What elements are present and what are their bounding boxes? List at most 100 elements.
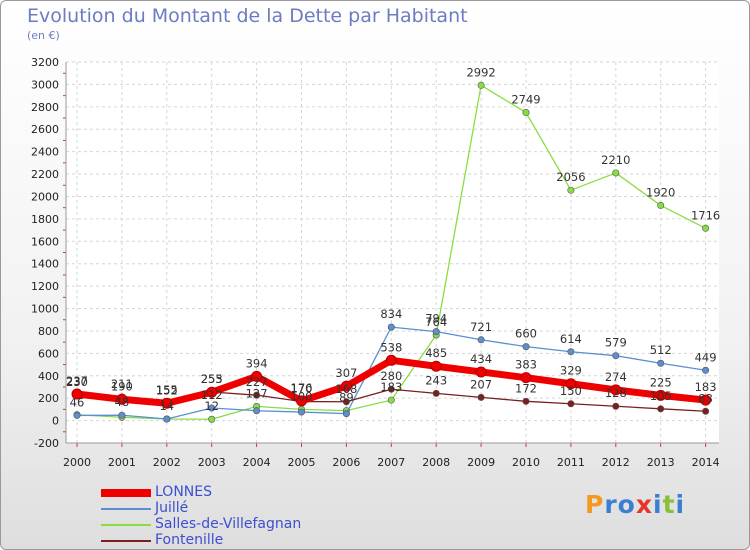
x-tick-label: 2005 xyxy=(288,456,316,469)
y-tick-label: 1200 xyxy=(31,280,59,293)
data-point xyxy=(253,391,261,399)
data-label: 100 xyxy=(291,389,313,403)
legend-label: Fontenille xyxy=(155,532,224,548)
logo-letter: o xyxy=(617,490,636,519)
x-tick-label: 2002 xyxy=(153,456,181,469)
plot-area xyxy=(66,62,719,443)
data-point xyxy=(655,389,667,401)
data-label: 2749 xyxy=(511,93,540,107)
logo-letter: i xyxy=(675,490,686,519)
x-tick-label: 2011 xyxy=(557,456,585,469)
y-tick-label: 600 xyxy=(38,347,59,360)
logo-letter: P xyxy=(585,490,605,519)
data-label: 155 xyxy=(156,383,178,397)
y-tick-label: -200 xyxy=(34,437,59,450)
data-point xyxy=(522,343,530,351)
data-point xyxy=(700,394,712,406)
legend-label: LONNES xyxy=(155,484,212,500)
data-label: 660 xyxy=(515,327,537,341)
data-label: 176 xyxy=(291,381,313,395)
proxiti-logo: Proxiti xyxy=(585,490,685,519)
data-label: 170 xyxy=(291,382,313,396)
data-point xyxy=(251,370,263,382)
data-label: 105 xyxy=(650,389,672,403)
data-point xyxy=(567,186,575,194)
data-point xyxy=(342,398,350,406)
data-point xyxy=(385,354,397,366)
data-label: 225 xyxy=(650,375,672,389)
y-tick-label: 0 xyxy=(52,415,59,428)
data-label: 449 xyxy=(695,350,717,364)
x-tick-label: 2001 xyxy=(108,456,136,469)
data-point xyxy=(522,109,530,117)
data-point xyxy=(522,397,530,405)
data-label: 721 xyxy=(470,320,492,334)
data-label: 152 xyxy=(156,384,178,398)
x-tick-label: 2006 xyxy=(332,456,360,469)
data-point xyxy=(475,366,487,378)
data-point xyxy=(477,81,485,89)
data-point xyxy=(657,359,665,367)
data-point xyxy=(208,404,216,412)
legend-swatch xyxy=(101,489,151,497)
data-point xyxy=(163,415,171,423)
y-tick-label: 1800 xyxy=(31,213,59,226)
y-tick-label: 3000 xyxy=(31,78,59,91)
data-point xyxy=(116,393,128,405)
data-label: 764 xyxy=(425,315,447,329)
data-label: 329 xyxy=(560,364,582,378)
data-point xyxy=(430,360,442,372)
data-point xyxy=(342,410,350,418)
y-tick-label: 1600 xyxy=(31,235,59,248)
data-label: 183 xyxy=(380,380,402,394)
y-tick-label: 2600 xyxy=(31,123,59,136)
data-label: 2210 xyxy=(601,153,630,167)
y-tick-label: 2000 xyxy=(31,190,59,203)
y-tick-label: 200 xyxy=(38,392,59,405)
data-point xyxy=(612,352,620,360)
data-label: 1920 xyxy=(646,185,675,199)
legend-label: Salles-de-Villefagnan xyxy=(155,516,302,532)
data-point xyxy=(520,372,532,384)
x-tick-label: 2009 xyxy=(467,456,495,469)
data-point xyxy=(71,388,83,400)
y-tick-label: 2800 xyxy=(31,101,59,114)
data-label: 83 xyxy=(698,391,713,405)
data-label: 2056 xyxy=(556,170,585,184)
data-label: 211 xyxy=(111,377,133,391)
data-point xyxy=(73,411,81,419)
data-label: 485 xyxy=(425,346,447,360)
data-point xyxy=(567,348,575,356)
data-point xyxy=(206,386,218,398)
y-tick-label: 1000 xyxy=(31,303,59,316)
data-label: 579 xyxy=(605,336,627,350)
data-point xyxy=(161,397,173,409)
logo-letter: x xyxy=(635,490,653,519)
data-label: 227 xyxy=(246,375,268,389)
data-label: 230 xyxy=(66,375,88,389)
data-label: 168 xyxy=(335,382,357,396)
data-point xyxy=(340,380,352,392)
data-point xyxy=(432,389,440,397)
data-point xyxy=(610,384,622,396)
data-label: 150 xyxy=(560,384,582,398)
data-point xyxy=(387,323,395,331)
legend-swatch xyxy=(101,524,151,526)
data-point xyxy=(702,407,710,415)
data-label: 128 xyxy=(605,386,627,400)
data-label: 112 xyxy=(201,388,223,402)
y-tick-label: 400 xyxy=(38,370,59,383)
data-point xyxy=(657,201,665,209)
data-label: 794 xyxy=(425,312,447,326)
data-label: 237 xyxy=(66,374,88,388)
y-tick-label: 800 xyxy=(38,325,59,338)
data-label: 394 xyxy=(246,356,268,370)
data-point xyxy=(208,415,216,423)
x-tick-label: 2008 xyxy=(422,456,450,469)
data-label: 46 xyxy=(70,395,85,409)
data-point xyxy=(297,408,305,416)
x-tick-label: 2003 xyxy=(198,456,226,469)
data-point xyxy=(612,169,620,177)
